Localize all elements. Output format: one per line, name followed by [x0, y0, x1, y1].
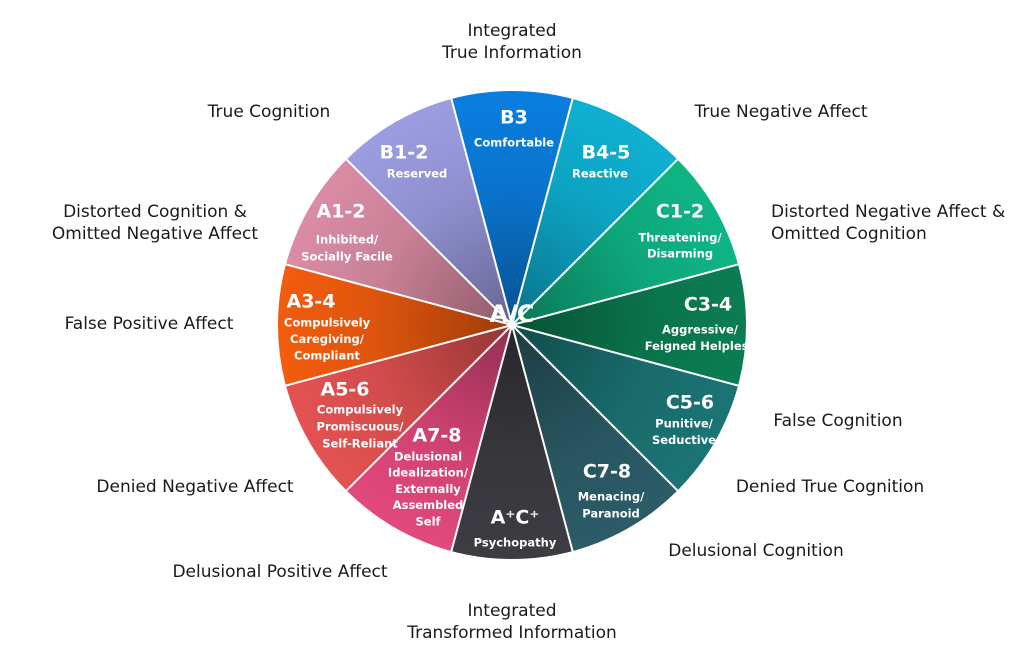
segment-description: Threatening/ [638, 231, 722, 245]
segment-description: Self-Reliant [322, 437, 398, 451]
separator [511, 158, 679, 326]
rim [276, 89, 748, 561]
separator [284, 324, 513, 387]
outer-label: False Cognition [773, 411, 902, 431]
segment-description: Feigned Helpless [645, 339, 756, 353]
segment-description: Assembled [393, 498, 464, 512]
outer-label: Integrated [467, 21, 556, 41]
segment-code: A1-2 [316, 201, 365, 223]
segment-description: Socially Facile [301, 250, 393, 264]
separator [511, 324, 574, 553]
segment-code: C7-8 [583, 461, 631, 483]
segment-description: Compliant [294, 349, 360, 363]
segment-description: Menacing/ [578, 490, 645, 504]
outer-label: Delusional Positive Affect [172, 562, 387, 582]
outer-label: Distorted Negative Affect & [771, 202, 1005, 222]
outer-label: False Positive Affect [65, 314, 234, 334]
segment-description: Caregiving/ [290, 332, 365, 346]
segment-description: Compulsively [284, 316, 371, 330]
separator [345, 158, 513, 326]
segment-code: A3-4 [286, 291, 335, 313]
segment-code: B4-5 [582, 142, 631, 164]
outer-label: Denied Negative Affect [96, 477, 294, 497]
outer-label: True Cognition [207, 102, 331, 122]
segment-description: Paranoid [582, 507, 640, 521]
outer-label: Transformed Information [406, 623, 617, 643]
outer-label: Omitted Negative Affect [52, 224, 258, 244]
outer-label: Denied True Cognition [736, 477, 924, 497]
segment-code: C3-4 [684, 294, 732, 316]
segment-description: Inhibited/ [316, 233, 379, 247]
separator [345, 324, 513, 492]
segment-description: Compulsively [317, 403, 404, 417]
segment-code: A⁺C⁺ [491, 507, 540, 529]
segment-description: Promiscuous/ [317, 420, 405, 434]
segment-description: Reactive [572, 167, 628, 181]
segment-description: Disarming [647, 247, 713, 261]
segment-code: A5-6 [320, 379, 369, 401]
segment-code: C1-2 [656, 201, 704, 223]
separator [511, 324, 679, 492]
segment-description: Idealization/ [388, 466, 469, 480]
segment-description: Reserved [387, 167, 448, 181]
separator [511, 324, 740, 387]
segment-code: B1-2 [380, 142, 429, 164]
labels: B3 Comfortable B4-5 Reactive C1-2 Threatening… [52, 21, 1005, 643]
segment-code: B3 [500, 107, 528, 129]
outer-label: Omitted Cognition [771, 224, 927, 244]
outer-label: Delusional Cognition [668, 541, 843, 561]
segment-description: Self [415, 514, 441, 528]
separator [511, 97, 574, 326]
segment-description: Seductive [652, 433, 716, 447]
separator [284, 263, 513, 326]
segment-description: Comfortable [474, 136, 554, 150]
segment-description: Psychopathy [474, 536, 557, 550]
outer-label: Distorted Cognition & [63, 202, 247, 222]
segment-description: Externally [395, 482, 461, 496]
center-label: A/C [490, 300, 535, 328]
separator [450, 324, 513, 553]
outer-label: True Information [441, 43, 582, 63]
segment-description: Delusional [394, 450, 462, 464]
separator [450, 97, 513, 326]
separators [276, 89, 748, 561]
segment-description: Punitive/ [655, 417, 713, 431]
outer-label: True Negative Affect [693, 102, 867, 122]
separator [511, 263, 740, 326]
outer-label: Integrated [467, 601, 556, 621]
segment-code: C5-6 [666, 392, 714, 414]
segment-description: Aggressive/ [662, 323, 739, 337]
segment-code: A7-8 [412, 425, 461, 447]
